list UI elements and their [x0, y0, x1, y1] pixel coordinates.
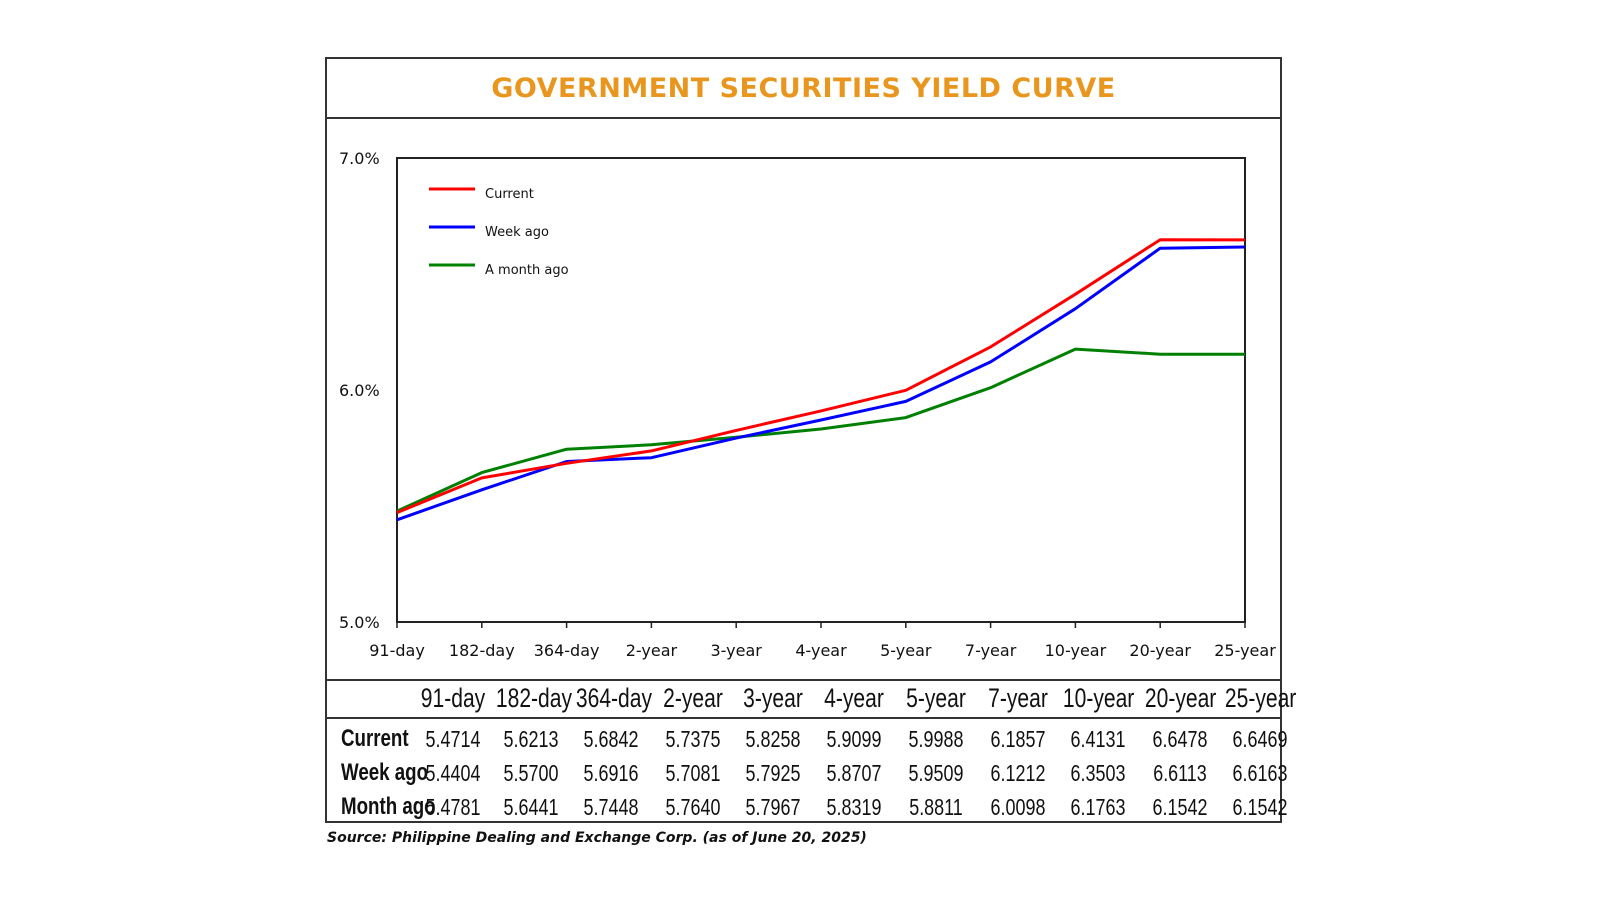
table-column-header: 182-day: [495, 683, 573, 713]
series-line-current: [396, 238, 1246, 514]
chart-title: GOVERNMENT SECURITIES YIELD CURVE: [491, 72, 1116, 104]
table-column-header: 3-year: [743, 683, 803, 713]
table-cell: 5.4404: [425, 760, 481, 786]
table-column-header: 4-year: [824, 683, 884, 713]
table-cell: 6.4131: [1070, 726, 1126, 752]
table-cell: 5.4781: [425, 794, 481, 820]
x-tick-label: 20-year: [1129, 641, 1191, 660]
y-tick-label: 7.0%: [339, 149, 380, 168]
y-tick-label: 6.0%: [339, 381, 380, 400]
table-column-header: 2-year: [663, 683, 723, 713]
table-column-header: 364-day: [575, 683, 653, 713]
table-column-header: 7-year: [988, 683, 1048, 713]
table-cell: 6.6478: [1152, 726, 1208, 752]
table-cell: 5.8258: [745, 726, 801, 752]
table-cell: 6.1212: [990, 760, 1046, 786]
x-tick-label: 3-year: [711, 641, 763, 660]
x-tick-label: 10-year: [1045, 641, 1107, 660]
table-cell: 5.8811: [909, 794, 963, 820]
table-cell: 5.7967: [745, 794, 801, 820]
series-line-week-ago: [396, 245, 1246, 522]
table-cell: 6.6163: [1232, 760, 1288, 786]
table-cell: 6.3503: [1070, 760, 1126, 786]
table-cell: 6.0098: [990, 794, 1046, 820]
x-tick-label: 182-day: [449, 641, 515, 660]
table-row-label: Current: [341, 725, 409, 752]
table-cell: 6.6113: [1153, 760, 1207, 786]
table-cell: 5.7081: [665, 760, 721, 786]
x-tick-label: 364-day: [534, 641, 600, 660]
table-cell: 6.1857: [990, 726, 1046, 752]
x-tick-label: 7-year: [965, 641, 1017, 660]
table-cell: 6.1542: [1152, 794, 1208, 820]
legend-label: Current: [485, 187, 534, 202]
table-column-header: 20-year: [1144, 683, 1217, 713]
title-bar: GOVERNMENT SECURITIES YIELD CURVE: [327, 59, 1280, 119]
y-tick-label: 5.0%: [339, 613, 380, 632]
series-line-a-month-ago: [396, 347, 1245, 513]
table-cell: 5.7925: [745, 760, 801, 786]
x-tick-label: 5-year: [880, 641, 932, 660]
table-cell: 5.6842: [583, 726, 639, 752]
table-row-label: Month ago: [341, 793, 436, 820]
yield-table: 91-day 182-day 364-day 2-year 3-year 4-year 5-…: [327, 679, 1296, 823]
table-cell: 5.5700: [503, 760, 559, 786]
x-tick-label: 2-year: [626, 641, 678, 660]
table-cell: 5.9509: [908, 760, 964, 786]
table-column-header: 91-day: [420, 683, 486, 713]
table-row-label: Week ago: [341, 759, 429, 786]
chart-frame: GOVERNMENT SECURITIES YIELD CURVE 5.0% 6.…: [325, 57, 1296, 823]
x-tick-label: 25-year: [1214, 641, 1276, 660]
x-tick-label: 91-day: [369, 641, 425, 660]
table-cell: 5.8319: [826, 794, 882, 820]
yield-curve-chart: 5.0% 6.0% 7.0% 91-day 182-day 364-day 2-year 3-…: [339, 149, 1276, 660]
table-cell: 5.6213: [503, 726, 559, 752]
table-cell: 5.9988: [908, 726, 964, 752]
table-cell: 5.9099: [826, 726, 882, 752]
table-cell: 5.4714: [425, 726, 481, 752]
table-cell: 6.1542: [1232, 794, 1288, 820]
table-cell: 5.7375: [665, 726, 721, 752]
table-header-divider: [327, 717, 1280, 719]
legend-label: A month ago: [485, 263, 569, 278]
table-column-header: 5-year: [906, 683, 966, 713]
table-cell: 5.6441: [503, 794, 559, 820]
table-cell: 5.8707: [826, 760, 882, 786]
plot-area: [396, 157, 1246, 623]
table-cell: 5.7448: [583, 794, 639, 820]
table-column-header: 10-year: [1062, 683, 1135, 713]
legend-label: Week ago: [485, 225, 549, 240]
table-column-header: 25-year: [1224, 683, 1297, 713]
table-cell: 6.6469: [1232, 726, 1288, 752]
table-cell: 5.7640: [665, 794, 721, 820]
source-note: Source: Philippine Dealing and Exchange …: [327, 830, 867, 846]
table-cell: 5.6916: [583, 760, 639, 786]
table-cell: 6.1763: [1070, 794, 1126, 820]
x-tick-label: 4-year: [795, 641, 847, 660]
